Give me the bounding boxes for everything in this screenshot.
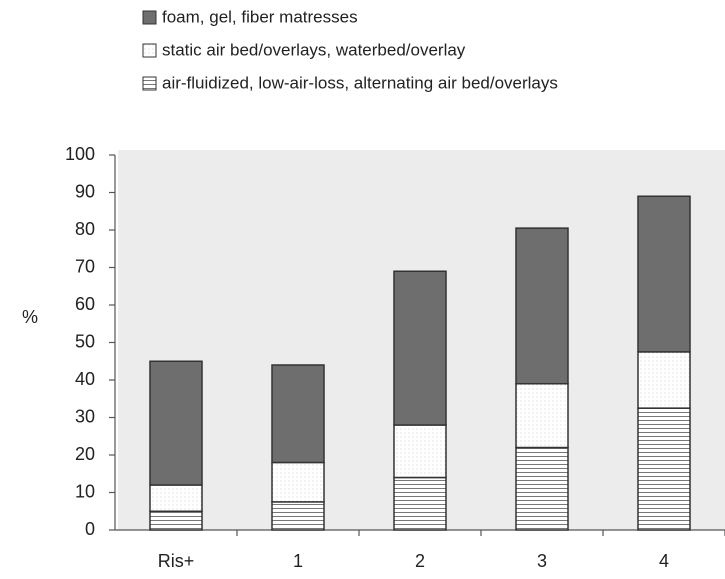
legend-swatch (142, 43, 157, 58)
legend-label: air-fluidized, low-air-loss, alternating… (162, 73, 558, 92)
legend-label: static air bed/overlays, waterbed/overla… (162, 40, 466, 59)
bar-segment (271, 461, 325, 503)
y-tick-label: 50 (75, 331, 95, 351)
y-tick-label: 30 (75, 406, 95, 426)
y-tick-label: 90 (75, 181, 95, 201)
y-tick-label: 80 (75, 219, 95, 239)
bar-segment (637, 195, 691, 353)
y-tick-label: 60 (75, 294, 95, 314)
y-tick-label: 10 (75, 481, 95, 501)
bar-segment (515, 227, 569, 385)
bar-segment (149, 510, 203, 531)
y-tick-label: 40 (75, 369, 95, 389)
bar-segment (149, 360, 203, 486)
legend-label: foam, gel, fiber matresses (162, 7, 358, 26)
y-tick-label: 20 (75, 444, 95, 464)
bar-segment (271, 501, 325, 531)
legend-swatch (142, 76, 157, 91)
y-tick-label: 70 (75, 256, 95, 276)
bar-segment (393, 270, 447, 426)
bar-segment (637, 351, 691, 409)
x-tick-label: Ris+ (158, 551, 195, 571)
bar-segment (515, 446, 569, 531)
x-tick-label: 2 (415, 551, 425, 571)
y-tick-label: 100 (65, 144, 95, 164)
legend-swatch (142, 10, 157, 25)
y-tick-label: 0 (85, 519, 95, 539)
bar-segment (393, 424, 447, 479)
x-tick-label: 3 (537, 551, 547, 571)
bar-segment (637, 407, 691, 531)
y-axis-label: % (22, 307, 38, 327)
bar-segment (515, 383, 569, 449)
x-tick-label: 1 (293, 551, 303, 571)
x-tick-label: 4 (659, 551, 669, 571)
bar-segment (149, 484, 203, 512)
bar-segment (393, 476, 447, 531)
bar-segment (271, 364, 325, 464)
